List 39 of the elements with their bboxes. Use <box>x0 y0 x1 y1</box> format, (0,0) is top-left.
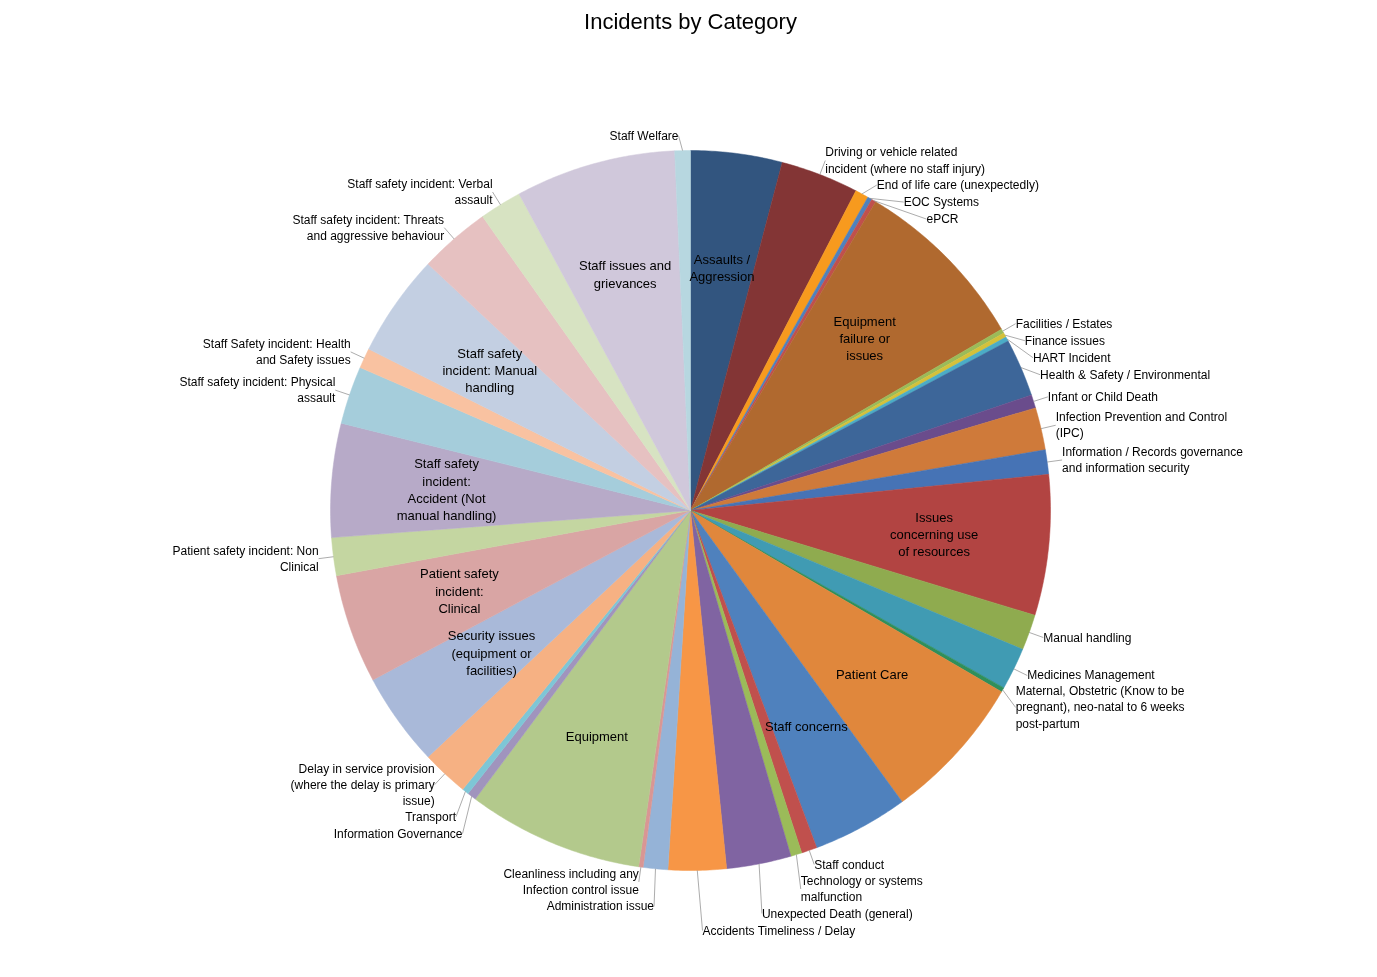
slice-label: Patient safety incident: Non Clinical <box>172 543 319 574</box>
slice-label: Manual handling <box>1043 630 1132 645</box>
slice-label: Staff safety incident: Threats and aggressive behaviour <box>292 212 445 243</box>
slice-label: Equipment <box>565 729 629 745</box>
slice-label: Staff conduct <box>814 857 885 872</box>
slice-label: Information / Records governance and information security <box>1062 444 1244 476</box>
slice-label: Staff safety incident: Accident (Not manual handling) <box>396 456 497 524</box>
slice-label: Infection Prevention and Control (IPC) <box>1055 410 1228 441</box>
slice-label: Staff safety incident: Manual handling <box>442 345 538 396</box>
slice-label: Administration issue <box>546 899 655 914</box>
slice-label: Infant or Child Death <box>1047 389 1158 404</box>
chart-title: Incidents by Category <box>584 8 797 34</box>
slice-label: Driving or vehicle related incident (where no staff injury) <box>825 145 986 176</box>
slice-label: Medicines Management <box>1027 668 1156 683</box>
slice-label: Staff issues and grievances <box>579 258 672 291</box>
slice-label: Transport <box>405 809 457 824</box>
slice-label: Maternal, Obstetric (Know to be pregnant), neo-natal to 6 weeks post-partum <box>1015 684 1185 731</box>
slice-label: Technology or systems malfunction <box>800 873 923 905</box>
slice-label: Finance issues <box>1024 333 1105 348</box>
slice-label: Staff safety incident: Physical assault <box>179 375 336 406</box>
slice-label: Security issues (equipment or facilities) <box>447 628 536 678</box>
slice-label: Cleanliness including any Infection control issue <box>503 866 640 897</box>
slice-label: Staff Welfare <box>609 128 679 143</box>
slice-label: Patient Care <box>835 667 909 683</box>
slice-label: Equipment failure or issues <box>833 313 897 364</box>
slice-label: Delay in service provision (where the delay is primary issue) <box>290 761 435 808</box>
slice-label: Accidents Timeliness / Delay <box>702 923 856 938</box>
slice-label: EOC Systems <box>903 195 980 210</box>
slice-label: Health & Safety / Environmental <box>1040 367 1211 382</box>
slice-label: Staff safety incident: Verbal assault <box>347 176 494 208</box>
slice-label: HART Incident <box>1032 350 1112 365</box>
slice-label: End of life care (unexpectedly) <box>876 178 1039 193</box>
slice-label: Patient safety incident: Clinical <box>420 566 500 616</box>
slice-label: ePCR <box>926 212 959 227</box>
slice-label: Information Governance <box>333 826 463 841</box>
slice-label: Staff Safety incident: Health and Safety issues <box>202 336 351 367</box>
slice-label: Unexpected Death (general) <box>761 906 913 921</box>
slice-label: Issues concerning use of resources <box>890 509 979 560</box>
slice-label: Facilities / Estates <box>1015 316 1113 331</box>
